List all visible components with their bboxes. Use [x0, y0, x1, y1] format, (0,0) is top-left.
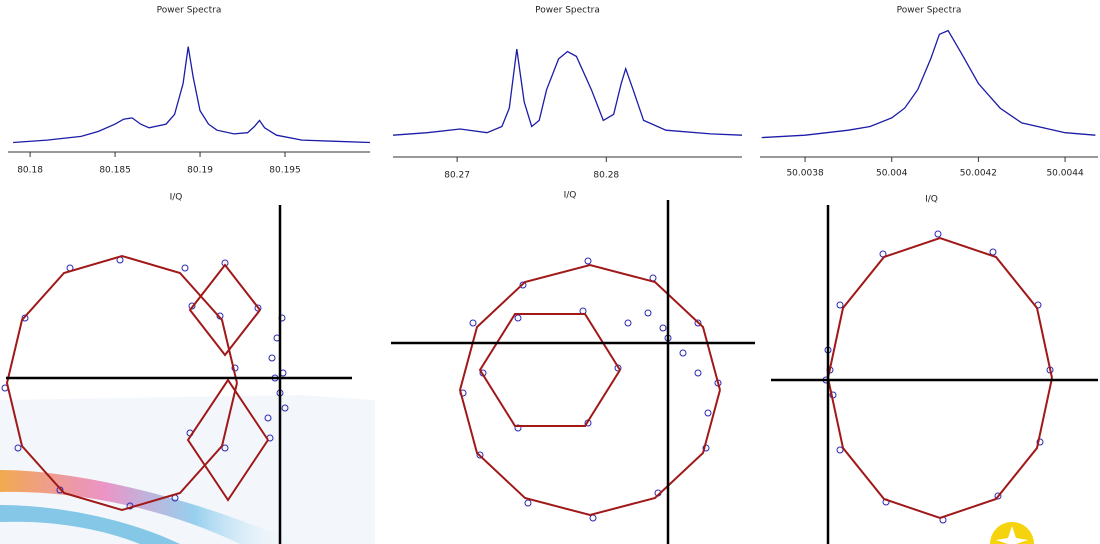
x-tick-label: 80.19	[187, 166, 213, 176]
chart-title: I/Q	[170, 193, 183, 203]
iq-fit	[5, 254, 238, 512]
spectrum-line	[761, 29, 1096, 139]
x-tick-label: 80.195	[269, 166, 301, 176]
background-decoration	[0, 395, 1034, 544]
spectrum-line	[392, 49, 743, 136]
iq-fit	[188, 263, 261, 357]
iq-point	[836, 446, 844, 454]
iq-point	[281, 404, 289, 412]
x-tick-label: 50.0042	[960, 169, 997, 179]
iq-point	[514, 314, 522, 322]
iq-point	[476, 451, 484, 459]
iq-point	[694, 319, 702, 327]
iq-point	[679, 349, 687, 357]
chart-title: I/Q	[564, 191, 577, 201]
iq-point	[14, 444, 22, 452]
spectrum-line	[13, 46, 371, 144]
x-tick-label: 80.28	[593, 171, 619, 181]
iq-point	[181, 264, 189, 272]
iq-point	[589, 514, 597, 522]
iq-fit	[478, 313, 621, 427]
iq-point	[264, 414, 272, 422]
iq-point	[469, 319, 477, 327]
iq-fit	[826, 236, 1053, 520]
x-tick-label: 50.0038	[786, 169, 823, 179]
x-tick-label: 80.18	[17, 166, 43, 176]
iq-point	[221, 444, 229, 452]
iq-point	[704, 409, 712, 417]
chart-title: Power Spectra	[535, 6, 600, 16]
iq-point	[21, 314, 29, 322]
x-tick-label: 80.185	[99, 166, 131, 176]
x-tick-label: 50.004	[876, 169, 908, 179]
iq-fit	[458, 263, 721, 517]
x-tick-label: 80.27	[444, 171, 470, 181]
iq-point	[584, 257, 592, 265]
iq-point	[1036, 438, 1044, 446]
x-tick-label: 50.0044	[1046, 169, 1083, 179]
iq-point	[934, 230, 942, 238]
chart-title: I/Q	[925, 195, 938, 205]
iq-point	[524, 499, 532, 507]
iq-point	[994, 492, 1002, 500]
iq-fit	[186, 378, 269, 502]
iq-point	[268, 354, 276, 362]
iq-point	[989, 248, 997, 256]
iq-point	[624, 319, 632, 327]
iq-point	[644, 309, 652, 317]
iq-point	[56, 486, 64, 494]
chart-title: Power Spectra	[897, 6, 962, 16]
iq-point	[519, 281, 527, 289]
iq-point	[836, 301, 844, 309]
iq-point	[694, 369, 702, 377]
chart-title: Power Spectra	[157, 6, 222, 16]
iq-point	[659, 324, 667, 332]
